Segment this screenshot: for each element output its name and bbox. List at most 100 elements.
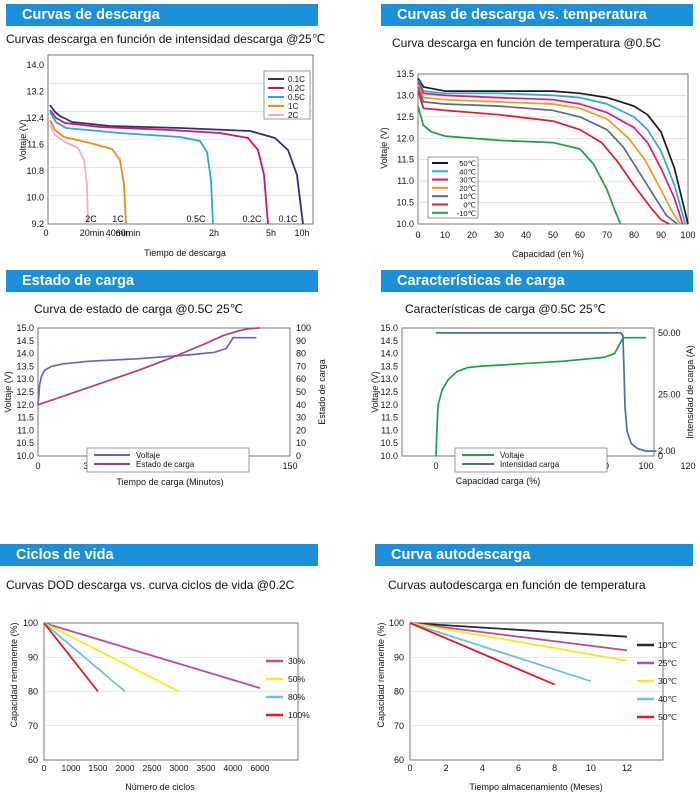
c2-xtick: 100 bbox=[680, 230, 695, 240]
c5-xtick: 2500 bbox=[143, 763, 162, 773]
c3-xlabel: Tiempo de carga (Minutos) bbox=[116, 477, 223, 487]
c2-ytick: 12.0 bbox=[396, 133, 414, 143]
c4-series-line bbox=[436, 332, 657, 452]
c1-series-line bbox=[49, 119, 127, 225]
c1-xlabel: Tiempo de descarga bbox=[144, 248, 226, 258]
c5-xtick: 1000 bbox=[62, 763, 81, 773]
c6-xtick: 10 bbox=[586, 763, 596, 773]
c4-ytick: 10.5 bbox=[380, 438, 398, 448]
subtitle-temperature: Curva descarga en función de temperatura… bbox=[392, 36, 661, 50]
c6-xlabel: Tiempo almacenamiento (Meses) bbox=[469, 782, 602, 792]
c6-xtick: 0 bbox=[407, 763, 412, 773]
c4-ytick: 12.5 bbox=[380, 387, 398, 397]
c1-ytick: 12.4 bbox=[26, 113, 44, 123]
c5-ylabel: Capacidad remanente (%) bbox=[9, 622, 19, 727]
c1-xtick: 0 bbox=[43, 228, 48, 238]
c5-xtick: 6000 bbox=[251, 763, 270, 773]
c5-xtick: 3500 bbox=[197, 763, 216, 773]
c3-y2tick: 80 bbox=[296, 349, 306, 359]
c6-series-line bbox=[409, 622, 628, 652]
c6-series-line bbox=[409, 622, 628, 638]
c2-xtick: 70 bbox=[602, 230, 612, 240]
c1-curve-label: 0.5C bbox=[186, 214, 206, 224]
c2-series-line bbox=[417, 77, 689, 225]
c3-legend-box bbox=[86, 447, 250, 473]
c5-xtick: 0 bbox=[42, 763, 47, 773]
c2-ytick: 11.5 bbox=[397, 155, 414, 165]
c3-ytick: 12.0 bbox=[16, 400, 34, 410]
c2-xtick: 0 bbox=[415, 230, 420, 240]
c2-ytick: 13.5 bbox=[396, 69, 414, 79]
c2-xtick: 30 bbox=[494, 230, 504, 240]
subtitle-charge-characteristics: Características de carga @0.5C 25℃ bbox=[405, 302, 607, 316]
c5-ytick: 60 bbox=[28, 755, 38, 765]
c1-ytick: 13.2 bbox=[26, 86, 44, 96]
c2-ytick: 12.5 bbox=[396, 112, 414, 122]
c4-ytick: 11.0 bbox=[381, 425, 398, 435]
banner-charge-characteristics: Características de carga bbox=[381, 270, 693, 292]
c3-y2tick: 20 bbox=[296, 425, 306, 435]
c4-ytick: 12.0 bbox=[380, 400, 398, 410]
c3-ytick: 10.0 bbox=[16, 451, 34, 461]
c5-legend-label: 50% bbox=[288, 674, 305, 684]
c2-ytick: 13.0 bbox=[396, 90, 414, 100]
c3-y2tick: 10 bbox=[296, 438, 306, 448]
c4-xlabel: Capacidad carga (%) bbox=[456, 476, 541, 486]
c6-legend-label: 40℃ bbox=[658, 694, 677, 704]
c4-ytick: 10.0 bbox=[380, 451, 398, 461]
c3-y2tick: 90 bbox=[296, 336, 306, 346]
subtitle-discharge: Curvas descarga en función de intensidad… bbox=[6, 32, 326, 46]
c4-ytick: 13.5 bbox=[380, 361, 398, 371]
c4-legend-label: Intensidad carga bbox=[500, 460, 560, 469]
c3-xtick: 0 bbox=[35, 461, 40, 471]
c5-series-line bbox=[43, 622, 180, 693]
c4-ylabel2: Intensidad de carga (A) bbox=[685, 345, 695, 439]
c2-ytick: 10.0 bbox=[396, 219, 414, 229]
c1-ytick: 10.0 bbox=[26, 192, 44, 202]
c2-series-line bbox=[417, 84, 681, 225]
c2-xtick: 50 bbox=[548, 230, 558, 240]
c3-ytick: 13.5 bbox=[16, 361, 34, 371]
c4-xtick: 0 bbox=[433, 461, 438, 471]
c6-series-line bbox=[409, 622, 592, 683]
c2-series-line bbox=[417, 90, 670, 225]
c6-xtick: 8 bbox=[552, 763, 557, 773]
c6-legend-label: 30℃ bbox=[658, 676, 677, 686]
c5-series-line bbox=[43, 622, 261, 689]
c1-xtick: 20min bbox=[80, 228, 105, 238]
c2-xtick: 40 bbox=[521, 230, 531, 240]
c3-xtick: 150 bbox=[282, 461, 297, 471]
c6-legend-label: 10℃ bbox=[658, 640, 677, 650]
c2-legend-label: -10℃ bbox=[457, 209, 477, 218]
c1-curve-label: 0.2C bbox=[242, 214, 262, 224]
c3-y2tick: 0 bbox=[296, 451, 301, 461]
c2-series-line bbox=[417, 105, 622, 225]
c3-ytick: 12.5 bbox=[16, 387, 34, 397]
subtitle-self-discharge: Curvas autodescarga en función de temper… bbox=[388, 578, 646, 592]
c6-series-line bbox=[409, 622, 628, 662]
c3-legend-label: Estado de carga bbox=[136, 460, 195, 469]
c4-series-line bbox=[435, 336, 646, 457]
c2-series-line bbox=[417, 80, 687, 225]
subtitle-cycle-life: Curvas DOD descarga vs. curva ciclos de … bbox=[6, 578, 295, 592]
c2-series-line bbox=[417, 82, 684, 225]
c6-xtick: 12 bbox=[622, 763, 632, 773]
c6-ytick: 90 bbox=[394, 652, 404, 662]
c3-y2tick: 40 bbox=[296, 400, 306, 410]
c4-ytick: 15.0 bbox=[380, 323, 398, 333]
c3-ytick: 13.0 bbox=[16, 374, 34, 384]
c6-xtick: 4 bbox=[480, 763, 485, 773]
c6-legend-label: 50℃ bbox=[658, 712, 677, 722]
banner-state-of-charge: Estado de carga bbox=[6, 270, 318, 292]
c1-series-line bbox=[49, 104, 304, 225]
c5-xtick: 3000 bbox=[170, 763, 189, 773]
c4-frame bbox=[401, 327, 655, 457]
c6-xtick: 2 bbox=[444, 763, 449, 773]
c2-legend-label: 10℃ bbox=[459, 192, 476, 201]
c4-ytick: 11.5 bbox=[381, 413, 398, 423]
c1-xtick: 2h bbox=[209, 228, 219, 238]
c1-ytick: 9.2 bbox=[31, 219, 44, 229]
c3-frame bbox=[37, 327, 291, 457]
c6-ytick: 70 bbox=[394, 721, 404, 731]
